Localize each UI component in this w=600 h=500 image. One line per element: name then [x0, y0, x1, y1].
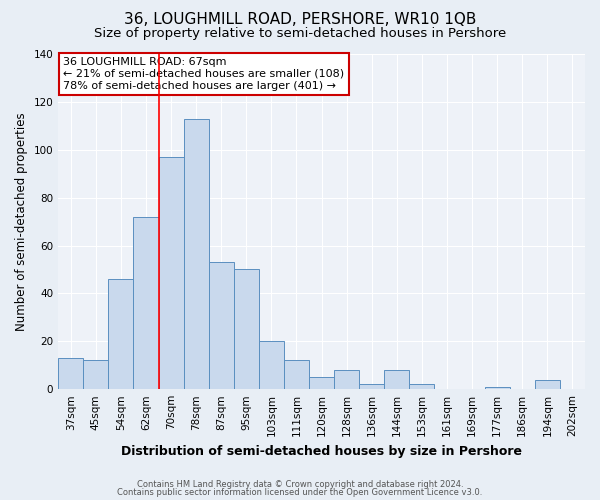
Bar — [259, 342, 284, 389]
Text: Contains HM Land Registry data © Crown copyright and database right 2024.: Contains HM Land Registry data © Crown c… — [137, 480, 463, 489]
Text: 36 LOUGHMILL ROAD: 67sqm
← 21% of semi-detached houses are smaller (108)
78% of : 36 LOUGHMILL ROAD: 67sqm ← 21% of semi-d… — [64, 58, 344, 90]
Text: Size of property relative to semi-detached houses in Pershore: Size of property relative to semi-detach… — [94, 28, 506, 40]
Bar — [309, 377, 334, 389]
Bar — [409, 384, 434, 389]
Bar — [109, 279, 133, 389]
Text: 36, LOUGHMILL ROAD, PERSHORE, WR10 1QB: 36, LOUGHMILL ROAD, PERSHORE, WR10 1QB — [124, 12, 476, 28]
Bar — [535, 380, 560, 389]
Bar — [359, 384, 385, 389]
Bar — [284, 360, 309, 389]
Bar — [184, 118, 209, 389]
Bar — [158, 157, 184, 389]
Bar — [234, 270, 259, 389]
Bar — [385, 370, 409, 389]
X-axis label: Distribution of semi-detached houses by size in Pershore: Distribution of semi-detached houses by … — [121, 444, 522, 458]
Bar — [485, 387, 510, 389]
Bar — [133, 217, 158, 389]
Bar — [334, 370, 359, 389]
Bar — [209, 262, 234, 389]
Bar — [83, 360, 109, 389]
Y-axis label: Number of semi-detached properties: Number of semi-detached properties — [15, 112, 28, 331]
Bar — [58, 358, 83, 389]
Text: Contains public sector information licensed under the Open Government Licence v3: Contains public sector information licen… — [118, 488, 482, 497]
